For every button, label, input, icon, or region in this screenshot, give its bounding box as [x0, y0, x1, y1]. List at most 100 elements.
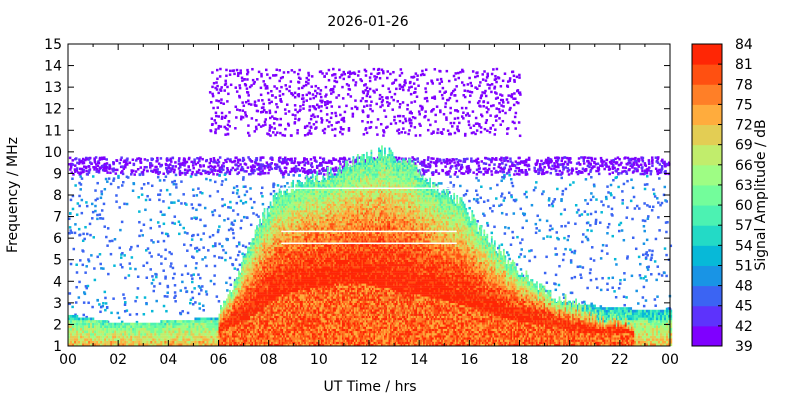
spectrogram-cell	[339, 126, 343, 129]
spectrogram-cell	[206, 322, 209, 326]
spectrogram-cell	[237, 195, 241, 199]
spectrogram-cell	[330, 123, 333, 127]
spectrogram-cell	[221, 245, 224, 248]
spectrogram-cell	[509, 160, 512, 163]
spectrogram-cell	[590, 192, 593, 195]
spectrogram-cell	[178, 333, 181, 336]
spectrogram-cell	[302, 84, 306, 88]
spectrogram-cell	[207, 172, 210, 176]
spectrogram-cell	[546, 235, 549, 238]
spectrogram-cell	[665, 253, 668, 257]
spectrogram-cell	[242, 178, 245, 181]
spectrogram-cell	[137, 196, 140, 199]
spectrogram-cell	[84, 340, 87, 344]
spectrogram-cell	[461, 70, 465, 73]
spectrogram-cell	[577, 208, 580, 212]
spectrogram-cell	[217, 124, 221, 128]
spectrogram-cell	[216, 325, 219, 328]
spectrogram-cell	[150, 239, 153, 242]
spectrogram-cell	[142, 333, 145, 336]
spectrogram-cell	[368, 76, 372, 79]
spectrogram-cell	[80, 177, 84, 180]
spectrogram-cell	[152, 327, 155, 331]
spectrogram-cell	[206, 325, 209, 328]
spectrogram-cell	[138, 220, 141, 224]
spectrogram-cell	[94, 322, 97, 326]
spectrogram-cell	[483, 91, 486, 95]
spectrogram-cell	[348, 70, 352, 74]
spectrogram-cell	[146, 340, 149, 344]
spectrogram-cell	[118, 206, 121, 209]
spectrogram-cell	[528, 259, 531, 263]
spectrogram-cell	[349, 72, 352, 76]
spectrogram-cell	[146, 343, 149, 347]
spectrogram-cell	[507, 94, 510, 97]
spectrogram-cell	[154, 322, 157, 326]
spectrogram-cell	[610, 162, 613, 165]
spectrogram-cell	[384, 126, 388, 129]
spectrogram-cell	[84, 225, 87, 229]
spectrogram-cell	[600, 159, 603, 163]
spectrogram-cell	[663, 185, 667, 189]
spectrogram-cell	[368, 95, 372, 99]
spectrogram-cell	[489, 207, 492, 210]
spectrogram-cell	[656, 265, 660, 268]
spectrogram-cell	[620, 172, 623, 175]
chart-title: 2026-01-26	[327, 14, 408, 30]
spectrogram-cell	[480, 185, 483, 188]
spectrogram-cell	[561, 156, 564, 160]
spectrogram-cell	[282, 71, 286, 74]
spectrogram-cell	[188, 325, 191, 328]
spectrogram-cell	[318, 164, 321, 167]
spectrogram-cell	[533, 169, 537, 172]
spectrogram-cell	[567, 221, 570, 225]
spectrogram-cell	[538, 163, 542, 166]
spectrogram-cell	[500, 243, 504, 246]
spectrogram-cell	[102, 302, 105, 305]
spectrogram-cell	[124, 330, 127, 334]
spectrogram-cell	[217, 300, 221, 303]
spectrogram-cell	[164, 330, 167, 334]
spectrogram-cell	[488, 163, 491, 167]
spectrogram-cell	[309, 132, 313, 135]
spectrogram-cell	[201, 191, 204, 195]
spectrogram-cell	[196, 317, 199, 321]
spectrogram-cell	[398, 106, 401, 109]
spectrogram-cell	[342, 77, 346, 81]
spectrogram-cell	[668, 163, 671, 166]
spectrogram-cell	[247, 124, 250, 127]
spectrogram-cell	[197, 273, 200, 276]
spectrogram-cell	[365, 86, 369, 90]
spectrogram-cell	[283, 166, 287, 170]
spectrogram-cell	[340, 73, 343, 77]
spectrogram-cell	[200, 289, 203, 292]
spectrogram-cell	[176, 335, 179, 339]
spectrogram-cell	[517, 101, 520, 105]
spectrogram-cell	[84, 165, 88, 169]
spectrogram-cell	[584, 198, 587, 202]
spectrogram-cell	[210, 100, 213, 104]
spectrogram-cell	[155, 275, 158, 279]
spectrogram-cell	[130, 343, 133, 347]
spectrogram-cell	[174, 165, 177, 168]
spectrogram-cell	[99, 305, 103, 309]
spectrogram-cell	[148, 325, 151, 328]
spectrogram-cell	[182, 325, 185, 328]
spectrogram-cell	[619, 278, 622, 282]
spectrogram-cell	[378, 93, 382, 97]
spectrogram-cell	[381, 104, 384, 107]
spectrogram-cell	[94, 327, 97, 331]
spectrogram-cell	[463, 95, 467, 99]
spectrogram-cell	[239, 117, 243, 121]
spectrogram-cell	[132, 343, 135, 347]
spectrogram-cell	[460, 115, 464, 118]
spectrogram-cell	[408, 129, 411, 132]
spectrogram-cell	[192, 340, 195, 344]
spectrogram-cell	[263, 108, 266, 112]
spectrogram-cell	[563, 208, 567, 211]
spectrogram-cell	[368, 126, 371, 130]
spectrogram-cell	[106, 171, 109, 174]
spectrogram-cell	[197, 168, 201, 172]
spectrogram-cell	[635, 163, 639, 166]
spectrogram-cell	[468, 100, 471, 104]
